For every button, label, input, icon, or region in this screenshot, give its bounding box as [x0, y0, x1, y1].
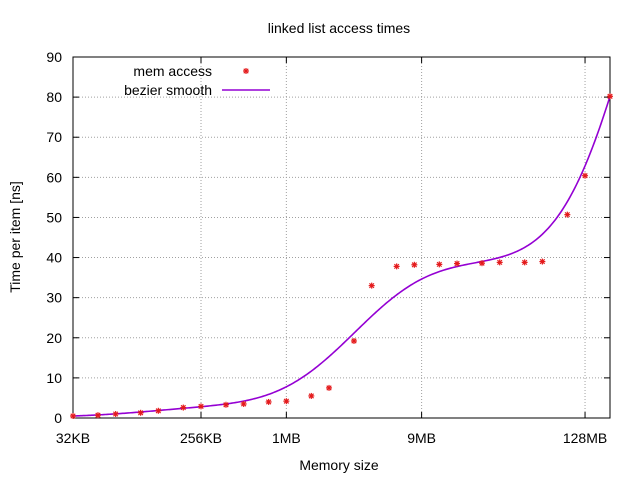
- data-point: [112, 410, 119, 417]
- y-tick-label: 30: [46, 290, 62, 306]
- x-tick-label: 1MB: [272, 430, 301, 446]
- data-point: [240, 400, 247, 407]
- data-point: [478, 260, 485, 267]
- data-point: [582, 172, 589, 179]
- data-point: [607, 93, 613, 100]
- data-point: [155, 407, 162, 414]
- data-point: [265, 398, 272, 405]
- data-point: [521, 259, 528, 266]
- data-point: [70, 412, 76, 419]
- ticks: 0 10 20 30 40 50 60 70 80 90 32KB 256KB 1MB 9MB 128MB: [46, 49, 610, 446]
- x-axis-label: Memory size: [299, 457, 379, 473]
- chart-title: linked list access times: [268, 20, 410, 36]
- data-point: [326, 384, 333, 391]
- legend-label: mem access: [133, 63, 212, 79]
- data-point: [180, 404, 187, 411]
- data-point: [94, 412, 101, 419]
- x-tick-label: 9MB: [407, 430, 436, 446]
- series-layer: [70, 93, 613, 419]
- bezier-smooth-line: [72, 96, 611, 417]
- data-point: [368, 282, 375, 289]
- y-tick-label: 20: [46, 330, 62, 346]
- data-point: [393, 263, 400, 270]
- plot-border: [72, 56, 611, 419]
- data-point: [496, 259, 503, 266]
- legend: mem access bezier smooth: [124, 63, 270, 98]
- y-tick-label: 40: [46, 250, 62, 266]
- x-tick-label: 128MB: [563, 430, 607, 446]
- legend-label: bezier smooth: [124, 82, 212, 98]
- data-point: [198, 403, 205, 410]
- y-tick-label: 50: [46, 209, 62, 225]
- y-tick-label: 0: [54, 410, 62, 426]
- data-point: [137, 409, 144, 416]
- data-point: [539, 258, 546, 265]
- legend-marker: [243, 68, 249, 74]
- data-point: [350, 337, 357, 344]
- y-tick-label: 80: [46, 89, 62, 105]
- y-axis-label: Time per item [ns]: [7, 181, 23, 293]
- x-tick-label: 256KB: [180, 430, 222, 446]
- y-tick-label: 10: [46, 370, 62, 386]
- data-point: [308, 392, 315, 399]
- x-tick-label: 32KB: [56, 430, 90, 446]
- data-point: [436, 261, 443, 268]
- y-tick-label: 60: [46, 169, 62, 185]
- grid: [73, 57, 610, 418]
- data-point: [283, 398, 290, 405]
- y-tick-label: 90: [46, 49, 62, 65]
- y-tick-label: 70: [46, 129, 62, 145]
- data-point: [454, 260, 461, 267]
- data-point: [222, 401, 229, 408]
- data-point: [564, 211, 571, 218]
- data-point: [411, 261, 418, 268]
